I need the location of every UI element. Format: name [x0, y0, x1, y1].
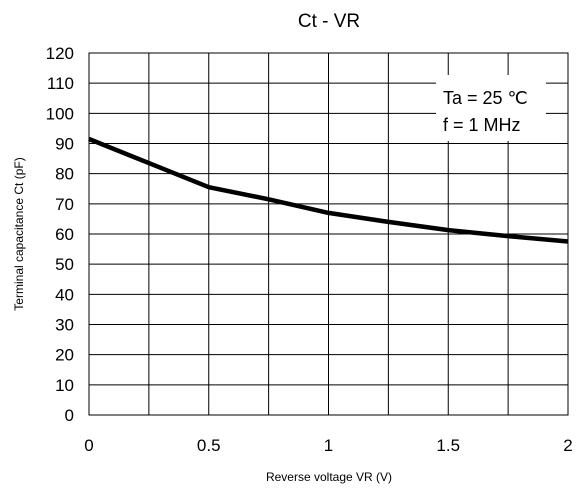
y-tick-label: 10	[55, 376, 74, 395]
annotation-temperature: Ta = 25 ℃	[443, 88, 528, 108]
y-tick-label: 40	[55, 285, 74, 304]
series-line	[88, 136, 569, 244]
y-tick-label: 110	[47, 74, 74, 93]
x-tick-label: 1	[324, 436, 333, 455]
y-tick-label: 60	[55, 225, 74, 244]
y-tick-label: 20	[55, 346, 74, 365]
y-tick-label: 120	[46, 44, 74, 63]
x-axis-ticks: 0 0.5 1 1.5 2	[84, 436, 572, 455]
y-tick-label: 100	[46, 104, 74, 123]
y-tick-label: 80	[55, 165, 74, 184]
y-tick-label: 50	[55, 255, 74, 274]
plot-area-frame	[88, 52, 569, 416]
x-tick-label: 2	[563, 436, 572, 455]
annotation-frequency: f = 1 MHz	[443, 115, 521, 135]
y-tick-label: 30	[55, 316, 74, 335]
annotation-background	[436, 75, 546, 141]
x-tick-label: 1.5	[436, 436, 460, 455]
x-tick-label: 0	[84, 436, 93, 455]
x-tick-label: 0.5	[197, 436, 221, 455]
y-axis-ticks: 0 10 20 30 40 50 60 70 80 90 100 110 120	[46, 44, 74, 425]
series-layer	[88, 136, 569, 244]
chart-title: Ct - VR	[298, 11, 360, 32]
x-axis-title: Reverse voltage VR (V)	[266, 470, 392, 484]
y-tick-label: 0	[65, 406, 74, 425]
y-axis-title: Terminal capacitance Ct (pF)	[12, 157, 26, 310]
y-tick-label: 70	[55, 195, 74, 214]
legend-box: Ta = 25 ℃ f = 1 MHz	[436, 75, 546, 141]
y-tick-label: 90	[55, 135, 74, 154]
